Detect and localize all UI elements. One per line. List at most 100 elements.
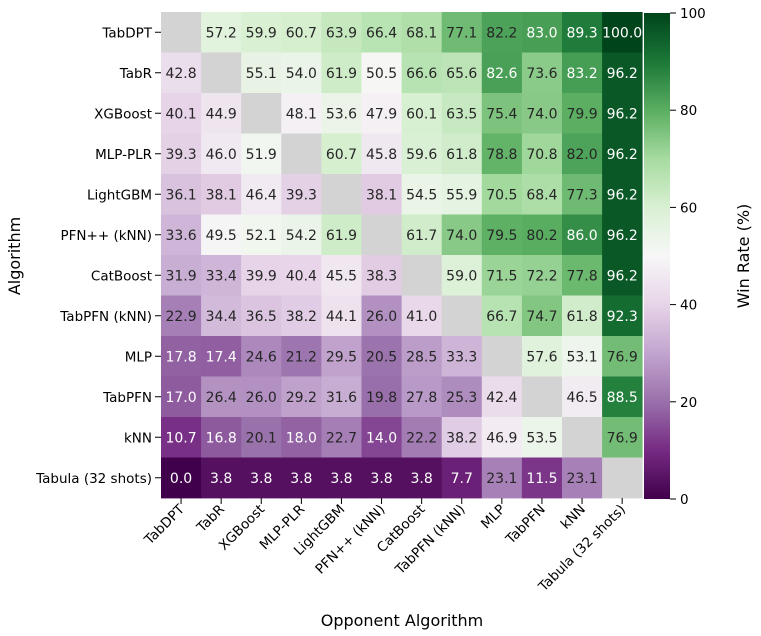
cell-value-label: 26.4 (206, 390, 237, 406)
heatmap-cell (321, 376, 362, 418)
heatmap-cell (562, 376, 603, 418)
cell-value-label: 86.0 (566, 228, 597, 244)
heatmap-cell (281, 457, 322, 499)
cell-value-label: 100.0 (602, 25, 642, 41)
heatmap-cell (602, 93, 643, 134)
row-tick-label: TabPFN (102, 390, 152, 406)
heatmap-cell (241, 214, 282, 256)
heatmap-cell (401, 457, 443, 499)
cell-value-label: 59.6 (406, 147, 437, 163)
cell-value-label: 27.8 (406, 390, 437, 406)
cell-value-label: 79.5 (486, 228, 517, 244)
column-tick-label: TabPFN (502, 502, 549, 549)
heatmap-cell (201, 457, 242, 499)
cell-value-label: 33.4 (206, 268, 237, 284)
cell-value-label: 61.9 (326, 66, 357, 82)
heatmap-cell (562, 457, 603, 499)
cell-value-label: 96.2 (607, 147, 638, 163)
cell-value-label: 3.8 (411, 471, 433, 487)
cell-value-label: 3.8 (370, 471, 392, 487)
heatmap-cell (602, 255, 643, 296)
cell-value-label: 11.5 (526, 471, 557, 487)
heatmap-cell (441, 457, 483, 499)
heatmap-cell (401, 93, 443, 134)
row-tick-label: LightGBM (87, 187, 152, 203)
cell-value-label: 38.1 (366, 187, 397, 203)
cell-value-label: 40.1 (165, 106, 196, 122)
heatmap-cell (281, 12, 322, 53)
y-axis-label: Algorithm (5, 217, 24, 295)
heatmap-cell (441, 93, 483, 134)
row-tick-label: XGBoost (94, 106, 152, 122)
heatmap-cell (602, 133, 643, 175)
heatmap-cell (481, 214, 523, 256)
heatmap-cell (602, 417, 643, 458)
heatmap-cell (321, 93, 362, 134)
cell-value-label: 78.8 (486, 147, 517, 163)
row-tick-label: MLP (125, 349, 152, 365)
cell-value-label: 53.6 (326, 106, 357, 122)
heatmap-cell (241, 133, 282, 175)
row-tick-label: MLP-PLR (95, 147, 152, 163)
cell-value-label: 40.4 (286, 268, 317, 284)
cell-value-label: 96.2 (607, 228, 638, 244)
heatmap-cell (361, 376, 402, 418)
heatmap-cell (361, 295, 402, 337)
heatmap-cell (602, 52, 643, 94)
cell-value-label: 70.5 (486, 187, 517, 203)
column-tick-label: PFN++ (kNN) (312, 502, 388, 578)
heatmap-cell (281, 214, 322, 256)
heatmap-cell (481, 133, 523, 175)
heatmap-cell (321, 417, 362, 458)
heatmap-cell (401, 336, 443, 377)
cell-value-label: 75.4 (486, 106, 517, 122)
colorbar: 0 20 40 60 80 100 Win Rate (%) (644, 6, 753, 508)
cell-value-label: 19.8 (366, 390, 397, 406)
cell-value-label: 54.0 (286, 66, 317, 82)
cell-value-label: 66.6 (406, 66, 437, 82)
cell-value-label: 96.2 (607, 268, 638, 284)
heatmap-cell (281, 255, 322, 296)
heatmap-cell (241, 12, 282, 53)
heatmap-cell (281, 295, 322, 337)
row-tick-label: Tabula (32 shots) (35, 471, 152, 487)
cell-value-label: 71.5 (486, 268, 517, 284)
cell-value-label: 96.2 (607, 187, 638, 203)
heatmap-cell (241, 457, 282, 499)
row-tick-label: TabPFN (kNN) (59, 309, 152, 325)
cell-value-label: 74.7 (526, 309, 557, 325)
cell-value-label: 65.6 (446, 66, 477, 82)
heatmap-cell (201, 174, 242, 215)
cell-value-label: 24.6 (246, 349, 277, 365)
heatmap-cell (361, 457, 402, 499)
cell-value-label: 82.2 (486, 25, 517, 41)
cell-value-label: 51.9 (246, 147, 277, 163)
cell-value-label: 47.9 (366, 106, 397, 122)
row-tick-label: kNN (124, 430, 152, 446)
cell-value-label: 36.1 (165, 187, 196, 203)
cell-value-label: 3.8 (250, 471, 272, 487)
heatmap-cell (321, 133, 362, 175)
heatmap-cell (602, 336, 643, 377)
heatmap-cell (321, 336, 362, 377)
cell-value-label: 68.4 (526, 187, 557, 203)
colorbar-tick-label: 60 (680, 200, 697, 216)
cell-value-label: 7.7 (451, 471, 473, 487)
heatmap-cell (521, 214, 563, 256)
heatmap-cell (441, 255, 483, 296)
heatmap-cell (521, 376, 563, 418)
heatmap-cell (161, 457, 202, 499)
heatmap-cell (562, 295, 603, 337)
cell-value-label: 88.5 (607, 390, 638, 406)
heatmap-cell (361, 133, 402, 175)
heatmap-cell (481, 52, 523, 94)
heatmap-cell (562, 255, 603, 296)
cell-value-label: 77.1 (446, 25, 477, 41)
heatmap-cell (562, 93, 603, 134)
heatmap-cell (481, 376, 523, 418)
cell-value-label: 89.3 (566, 25, 597, 41)
heatmap-cell (161, 12, 202, 53)
cell-value-label: 41.0 (406, 309, 437, 325)
cell-value-label: 46.0 (206, 147, 237, 163)
heatmap-cell (321, 174, 362, 215)
